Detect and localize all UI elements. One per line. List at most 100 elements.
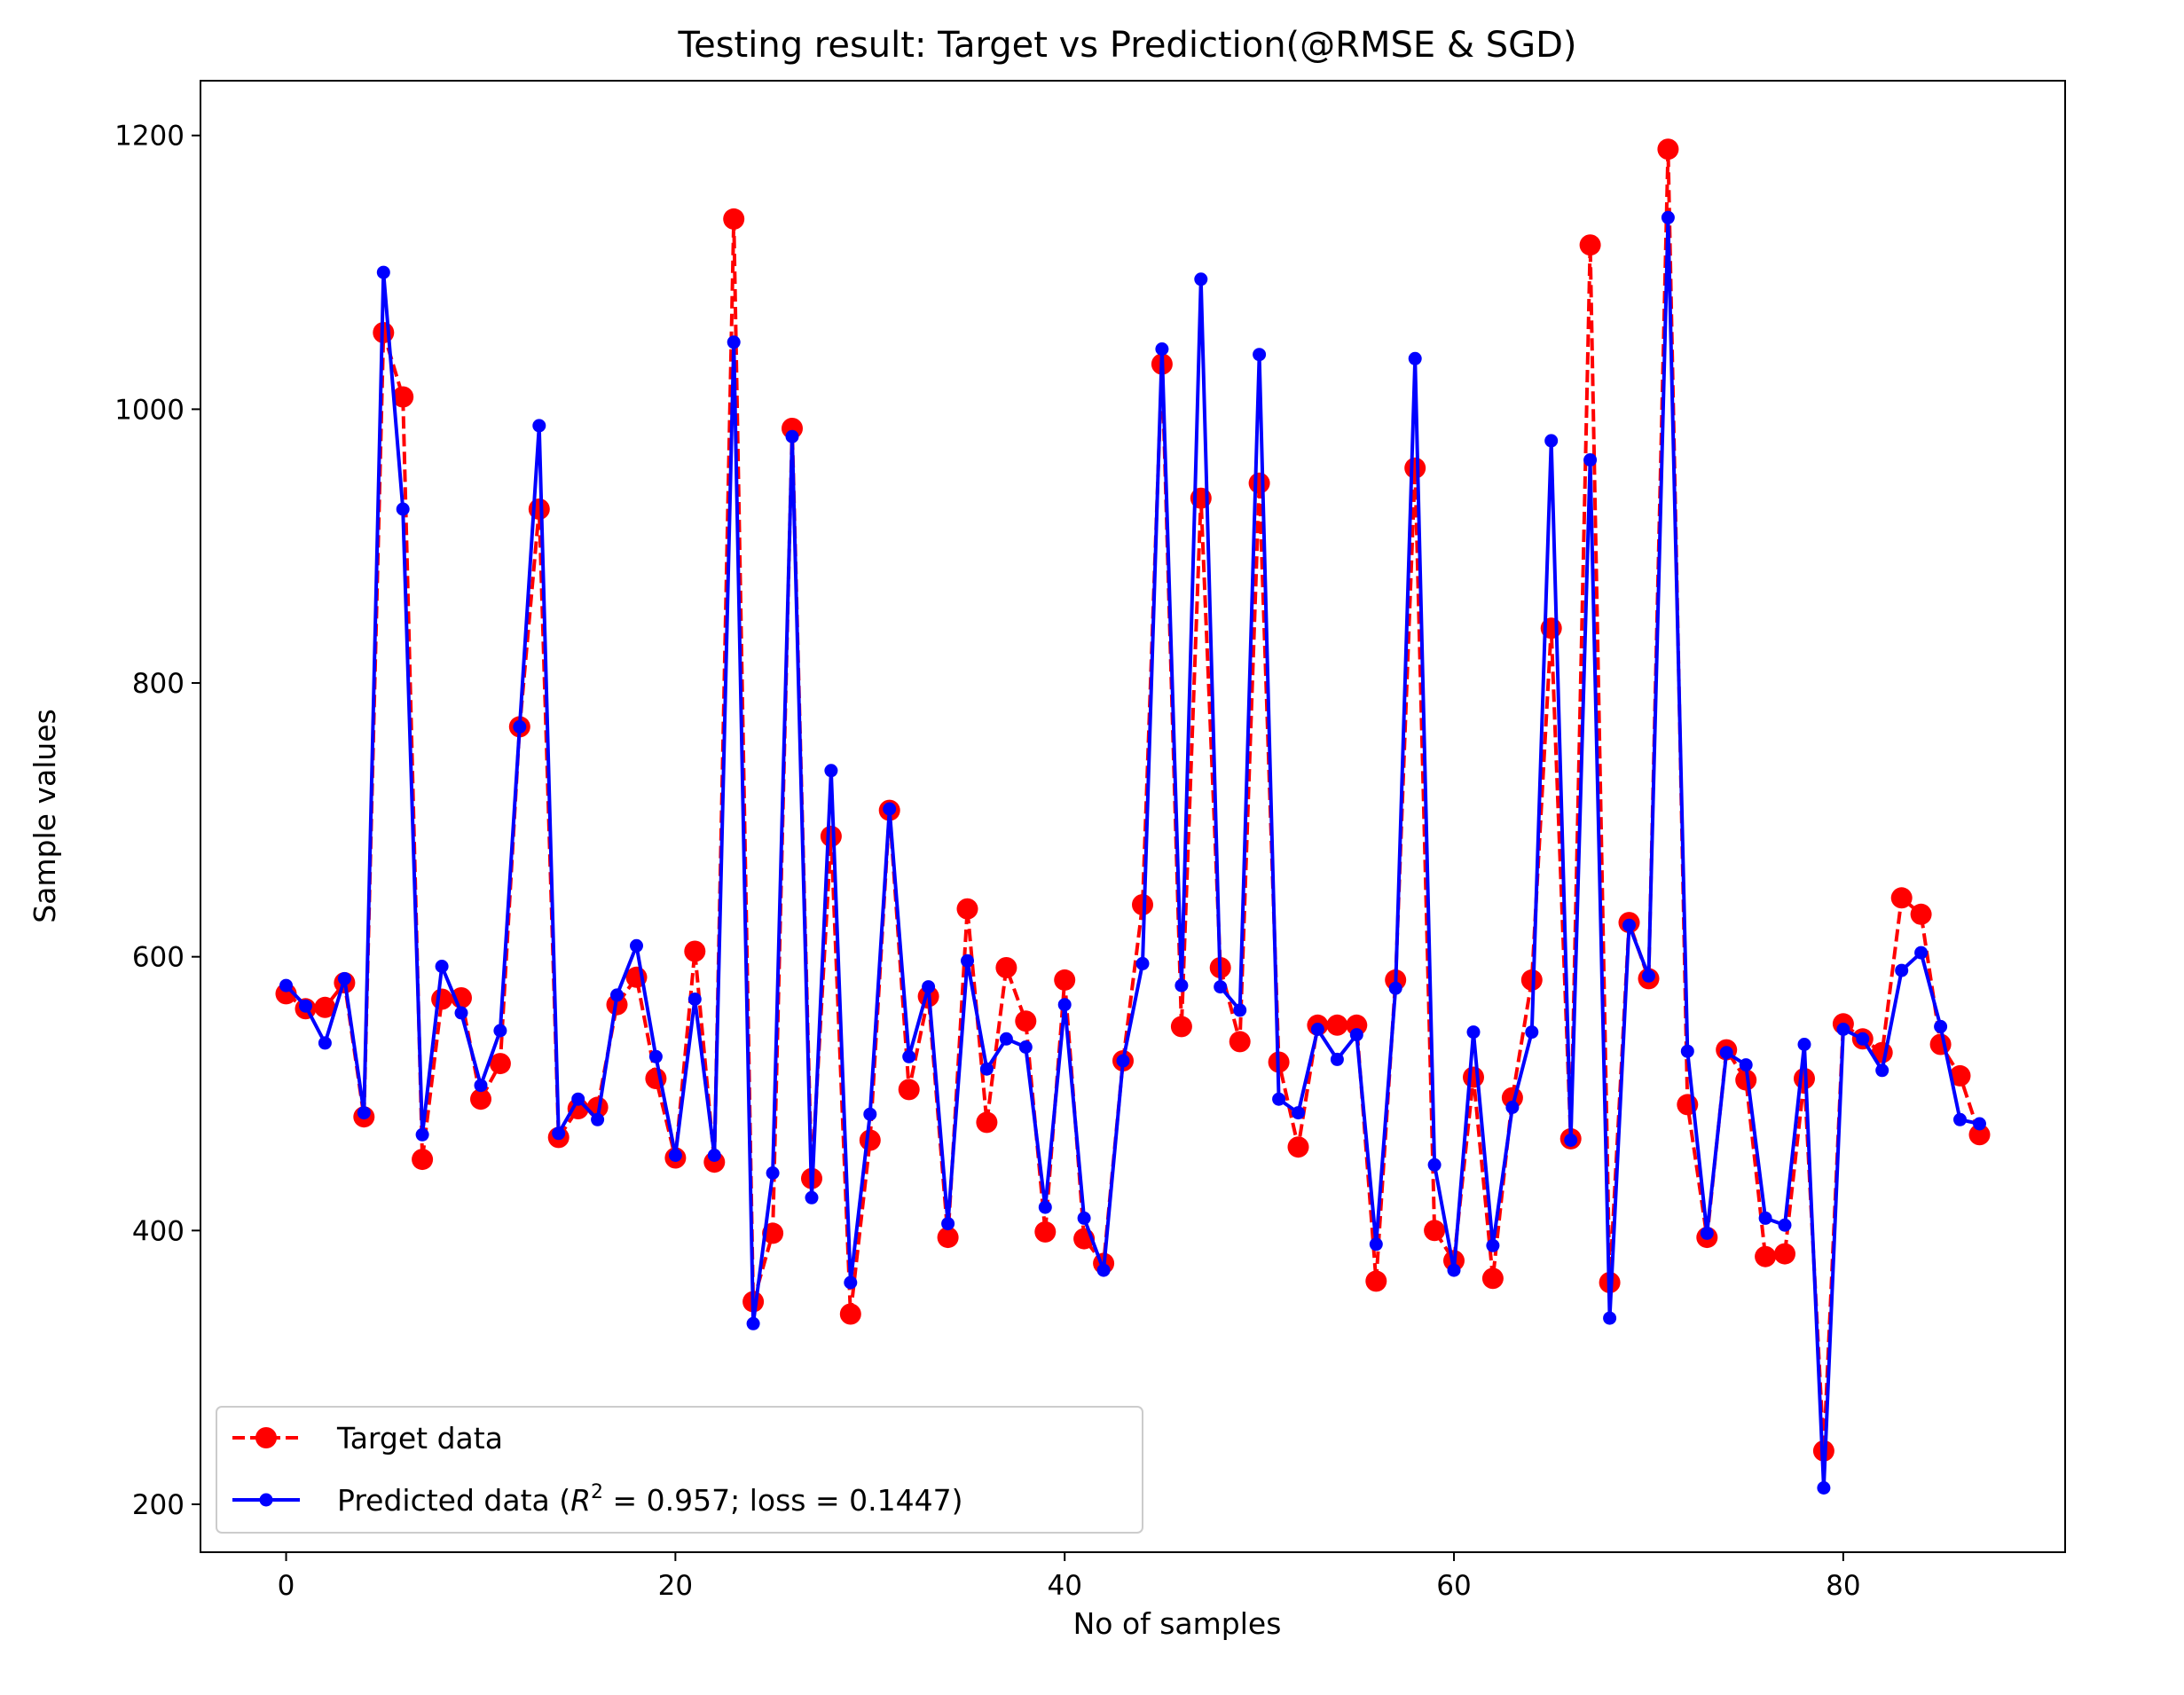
predicted-point — [1642, 969, 1655, 983]
predicted-point — [1895, 963, 1909, 977]
target-point — [859, 1129, 881, 1151]
target-point — [1326, 1014, 1348, 1036]
predicted-point — [1914, 946, 1929, 960]
predicted-point — [999, 1032, 1013, 1046]
predicted-point — [1544, 434, 1559, 448]
target-point — [898, 1079, 920, 1101]
predicted-point — [1680, 1044, 1694, 1058]
target-point — [1346, 1014, 1368, 1036]
target-point — [1365, 1270, 1387, 1292]
predicted-point — [961, 953, 974, 968]
predicted-point — [630, 938, 643, 953]
target-point — [1054, 969, 1076, 991]
predicted-point — [1836, 1023, 1850, 1036]
x-tick-label: 60 — [1436, 1570, 1471, 1602]
predicted-point — [727, 335, 741, 349]
predicted-point — [1817, 1481, 1831, 1495]
predicted-point — [1700, 1226, 1714, 1240]
predicted-point — [687, 993, 702, 1006]
predicted-point — [1778, 1218, 1792, 1232]
predicted-point — [493, 1024, 507, 1038]
target-point — [412, 1149, 434, 1171]
predicted-point — [1719, 1046, 1733, 1060]
predicted-point — [941, 1217, 955, 1231]
x-axis: 0 20 40 60 80 — [278, 1552, 1861, 1602]
predicted-point — [1330, 1052, 1344, 1066]
predicted-point — [571, 1092, 585, 1106]
x-tick-label: 20 — [658, 1570, 693, 1602]
predicted-point — [435, 960, 449, 973]
predicted-point — [766, 1166, 780, 1180]
target-point — [937, 1227, 959, 1249]
predicted-point — [1953, 1112, 1967, 1126]
predicted-point — [532, 419, 546, 433]
predicted-point — [1077, 1211, 1091, 1225]
target-point — [956, 898, 978, 920]
predicted-point — [1797, 1038, 1811, 1051]
predicted-point — [1310, 1023, 1324, 1036]
predicted-point — [746, 1316, 760, 1330]
predicted-point — [979, 1062, 994, 1076]
target-point — [995, 957, 1017, 978]
target-point — [976, 1111, 998, 1134]
target-point — [684, 940, 706, 962]
predicted-point — [922, 980, 936, 994]
legend-predicted-label: Predicted data (R2 = 0.957; loss = 0.144… — [337, 1481, 962, 1518]
target-point — [1929, 1033, 1952, 1055]
predicted-series — [279, 210, 1986, 1495]
x-tick-label: 40 — [1047, 1570, 1081, 1602]
predicted-point — [1057, 998, 1072, 1012]
predicted-point — [1739, 1058, 1753, 1072]
target-point — [1404, 457, 1426, 479]
y-tick-label: 1000 — [114, 394, 185, 426]
predicted-point — [376, 265, 390, 279]
target-point — [1910, 903, 1932, 925]
predicted-point — [591, 1112, 605, 1126]
predicted-point — [1018, 1040, 1033, 1054]
predicted-point — [474, 1079, 488, 1093]
predicted-point — [299, 999, 312, 1013]
predicted-point — [1758, 1211, 1772, 1225]
target-point — [1132, 894, 1153, 915]
predicted-point — [1875, 1063, 1889, 1078]
predicted-point — [1583, 453, 1598, 467]
predicted-point — [863, 1107, 877, 1121]
predicted-point — [902, 1049, 916, 1063]
predicted-point — [844, 1275, 858, 1290]
y-tick-label: 1200 — [114, 121, 185, 153]
predicted-point — [883, 802, 897, 816]
legend-box — [216, 1406, 1143, 1534]
target-point — [1755, 1245, 1777, 1267]
chart-title: Testing result: Target vs Prediction(@RM… — [677, 25, 1576, 66]
predicted-point — [1292, 1106, 1305, 1120]
predicted-point — [1388, 981, 1402, 995]
predicted-point — [1408, 351, 1422, 365]
target-series — [275, 138, 1991, 1462]
predicted-point — [1174, 978, 1189, 993]
predicted-point — [1856, 1032, 1870, 1046]
predicted-point — [1427, 1157, 1442, 1172]
predicted-point — [1253, 348, 1267, 362]
target-point — [1170, 1016, 1192, 1038]
target-point — [1735, 1069, 1757, 1091]
target-point — [1248, 472, 1270, 494]
target-point — [820, 825, 842, 847]
predicted-point — [1603, 1311, 1617, 1325]
predicted-point — [1622, 918, 1636, 932]
y-tick-label: 400 — [132, 1215, 185, 1247]
predicted-point — [1369, 1237, 1383, 1252]
predicted-series-line — [285, 216, 1980, 1490]
predicted-point — [707, 1149, 721, 1162]
target-point — [839, 1303, 861, 1325]
predicted-point — [785, 429, 799, 443]
x-tick-label: 0 — [278, 1570, 295, 1602]
predicted-point — [1564, 1134, 1578, 1147]
target-point — [1463, 1066, 1484, 1088]
predicted-point — [415, 1127, 429, 1142]
target-point — [470, 1088, 491, 1110]
predicted-point — [1096, 1263, 1111, 1277]
y-tick-label: 800 — [132, 668, 185, 700]
target-point — [1034, 1220, 1057, 1243]
predicted-point — [610, 988, 624, 1002]
